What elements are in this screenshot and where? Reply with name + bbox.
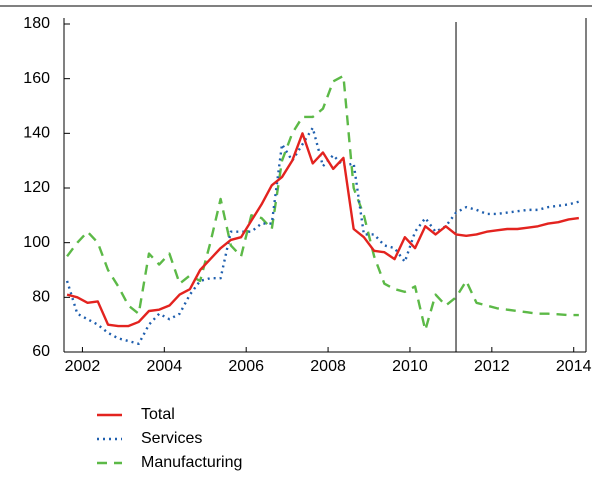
x-tick-label: 2008	[310, 358, 346, 375]
legend-label: Services	[141, 430, 202, 447]
x-tick-label: 2010	[392, 358, 428, 375]
series-line	[65, 126, 580, 345]
x-tick-label: 2012	[474, 358, 510, 375]
y-tick-label: 60	[32, 343, 50, 360]
x-tick-label: 2006	[228, 358, 264, 375]
x-tick-label: 2014	[556, 358, 592, 375]
y-tick-label: 140	[23, 125, 50, 142]
x-tick-label: 2002	[65, 358, 101, 375]
y-tick-label: 160	[23, 70, 50, 87]
legend-label: Manufacturing	[141, 454, 242, 471]
y-tick-label: 180	[23, 15, 50, 32]
legend-label: Total	[141, 406, 175, 423]
series-line	[66, 74, 579, 332]
y-tick-label: 120	[23, 179, 50, 196]
y-tick-label: 80	[32, 289, 50, 306]
x-tick-label: 2004	[147, 358, 183, 375]
y-tick-label: 100	[23, 234, 50, 251]
series-line	[66, 132, 579, 328]
